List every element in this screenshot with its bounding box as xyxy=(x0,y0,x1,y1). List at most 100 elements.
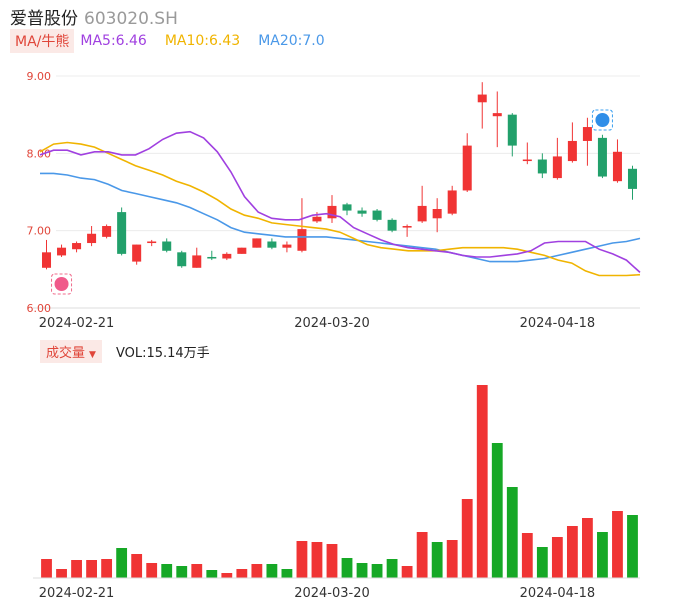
bull-marker-icon xyxy=(51,273,73,295)
candle-body xyxy=(297,229,307,251)
candle-body xyxy=(72,243,82,250)
price-date-label: 2024-02-21 xyxy=(39,316,115,331)
candle-body xyxy=(282,244,292,248)
candle-body xyxy=(627,168,637,189)
volume-bar xyxy=(101,559,113,578)
candle-body xyxy=(192,255,202,268)
chart-markers xyxy=(51,109,613,295)
candle-body xyxy=(402,226,412,228)
volume-bar xyxy=(56,569,67,578)
price-date-label: 2024-03-20 xyxy=(294,316,370,331)
volume-bar xyxy=(176,566,188,578)
candle-body xyxy=(582,127,592,141)
volume-value: VOL:15.14万手 xyxy=(115,345,210,361)
moving-average-lines xyxy=(39,130,641,277)
volume-bar xyxy=(491,443,503,578)
candle-body xyxy=(342,204,352,211)
candle-body xyxy=(87,233,97,244)
candle-body xyxy=(132,244,142,262)
volume-tag-label: 成交量 xyxy=(46,345,86,361)
ma10-line xyxy=(39,141,641,277)
dropdown-triangle-icon: ▼ xyxy=(89,349,96,360)
y-tick-label: 6.00 xyxy=(27,302,52,315)
candle-body xyxy=(552,156,562,179)
volume-bar xyxy=(566,526,578,578)
ma20-legend: MA20:7.0 xyxy=(258,33,325,49)
candle-body xyxy=(177,252,187,267)
volume-bar xyxy=(536,547,548,578)
stock-name: 爱普股份 xyxy=(10,9,78,29)
volume-bar xyxy=(416,532,428,578)
price-date-label: 2024-04-18 xyxy=(520,316,596,331)
volume-bar xyxy=(356,563,368,578)
candle-body xyxy=(42,252,52,268)
volume-bar xyxy=(86,560,97,578)
candlestick-series xyxy=(42,82,637,270)
ma5-line xyxy=(39,130,641,273)
volume-bar xyxy=(386,559,398,578)
volume-bar xyxy=(551,537,563,578)
bull-marker-frame xyxy=(51,273,73,295)
volume-bar xyxy=(221,573,233,578)
volume-bar xyxy=(296,541,308,578)
candle-body xyxy=(597,137,607,177)
new-marker-frame xyxy=(591,109,613,131)
candle-body xyxy=(477,94,487,103)
volume-bar xyxy=(116,548,128,578)
price-date-axis: 2024-02-21 2024-03-20 2024-04-18 xyxy=(39,316,595,331)
candle-body xyxy=(417,205,427,222)
candle-body xyxy=(537,159,547,174)
candle-body xyxy=(567,140,577,162)
candle-body xyxy=(57,247,67,256)
ma-legend: MA/牛熊 MA5:6.46 MA10:6.43 MA20:7.0 xyxy=(10,29,343,53)
candle-body xyxy=(387,219,397,231)
ma20-line xyxy=(40,172,641,263)
volume-bar xyxy=(401,566,413,578)
new-marker-icon xyxy=(591,109,613,131)
candle-body xyxy=(492,113,502,117)
volume-bar xyxy=(431,542,443,578)
volume-date-label: 2024-02-21 xyxy=(39,586,115,601)
price-grid xyxy=(33,75,640,309)
volume-bar xyxy=(582,518,593,578)
volume-bar xyxy=(146,563,158,578)
volume-indicator-tag[interactable]: 成交量 ▼ xyxy=(40,339,102,363)
candle-body xyxy=(612,151,622,182)
volume-bar xyxy=(521,533,533,578)
y-tick-label: 7.00 xyxy=(27,225,52,238)
candle-body xyxy=(117,212,127,254)
candle-body xyxy=(327,205,337,219)
ma5-legend: MA5:6.46 xyxy=(80,33,147,49)
candle-body xyxy=(357,210,367,214)
candle-body xyxy=(462,145,472,191)
candle-body xyxy=(207,256,217,259)
volume-bar xyxy=(612,511,623,578)
volume-bar xyxy=(161,564,173,578)
volume-bar xyxy=(281,569,293,578)
volume-bar xyxy=(266,564,278,578)
volume-bar xyxy=(251,564,263,578)
new-marker-dot xyxy=(595,113,610,127)
volume-bar xyxy=(461,499,473,578)
volume-bar xyxy=(446,540,458,578)
volume-bar xyxy=(206,570,218,578)
volume-bar xyxy=(506,487,518,578)
volume-bar xyxy=(627,515,638,578)
candle-body xyxy=(267,241,277,248)
candle-body xyxy=(147,241,157,244)
candle-body xyxy=(102,226,112,237)
volume-legend: 成交量 ▼ VOL:15.14万手 xyxy=(40,339,210,363)
ma-indicator-tag[interactable]: MA/牛熊 xyxy=(10,29,75,53)
volume-bar xyxy=(236,569,248,578)
candle-body xyxy=(222,253,232,259)
price-axis-labels: 9.00 8.00 7.00 6.00 xyxy=(27,70,52,315)
volume-bar xyxy=(131,554,143,578)
ma10-legend: MA10:6.43 xyxy=(164,33,241,49)
candle-body xyxy=(237,247,247,254)
candle-body xyxy=(522,159,532,162)
y-tick-label: 8.00 xyxy=(27,147,52,160)
candle-body xyxy=(372,210,382,220)
candle-body xyxy=(252,238,262,248)
candle-body xyxy=(432,209,442,219)
candle-body xyxy=(162,241,172,251)
